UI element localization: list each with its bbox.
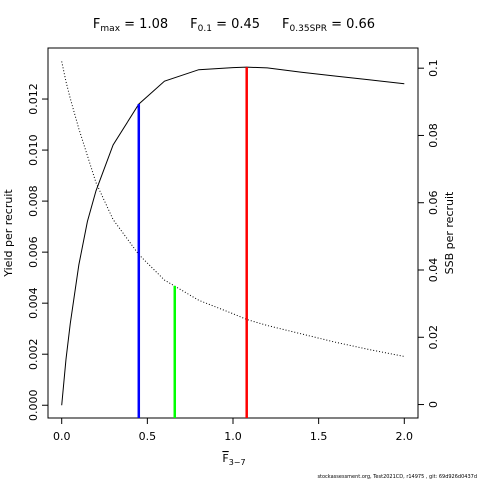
x-axis-label: F3−7 (222, 452, 245, 467)
y2-tick-label: 0 (427, 401, 440, 408)
y2-tick-label: 0.06 (427, 190, 440, 215)
title-subscript: max (100, 24, 120, 34)
x-tick-label: 0.0 (53, 430, 71, 443)
x-tick-label: 0.5 (139, 430, 157, 443)
y-tick-label: 0.006 (27, 236, 40, 268)
x-tick-label: 1.0 (224, 430, 242, 443)
title-value: = 0.45 (212, 17, 260, 32)
x-tick-label: 1.5 (310, 430, 328, 443)
y-tick-label: 0.008 (27, 185, 40, 217)
title-subscript: 0.35SPR (290, 24, 327, 34)
title-symbol: F (190, 17, 197, 32)
y-axis-label: Yield per recruit (2, 189, 15, 278)
footnote: stockassessment.org, Test2021CD, r14975 … (317, 474, 477, 480)
y2-tick-label: 0.04 (427, 258, 440, 283)
y2-tick-label: 0.02 (427, 325, 440, 350)
x-tick-label: 2.0 (396, 430, 414, 443)
y-tick-label: 0.010 (27, 134, 40, 166)
y2-tick-label: 0.1 (427, 59, 440, 77)
series-line (61, 66, 405, 406)
y-tick-label: 0.002 (27, 338, 40, 370)
y-tick-label: 0.000 (27, 389, 40, 421)
chart-title: Fmax = 1.08 F0.1 = 0.45 F0.35SPR = 0.66 (93, 17, 375, 34)
plot-frame (47, 47, 419, 419)
x-label-subscript: 3−7 (229, 458, 246, 467)
title-symbol: F (282, 17, 289, 32)
y2-tick-label: 0.08 (427, 123, 440, 148)
title-value: = 1.08 (120, 17, 168, 32)
y2-axis-label: SSB per recruit (443, 191, 456, 274)
y-tick-label: 0.012 (27, 83, 40, 115)
title-value: = 0.66 (327, 17, 375, 32)
title-symbol: F (93, 17, 100, 32)
title-subscript: 0.1 (198, 24, 212, 34)
x-label-symbol: F (222, 452, 228, 465)
series-line (61, 61, 405, 357)
y-tick-label: 0.004 (27, 287, 40, 319)
